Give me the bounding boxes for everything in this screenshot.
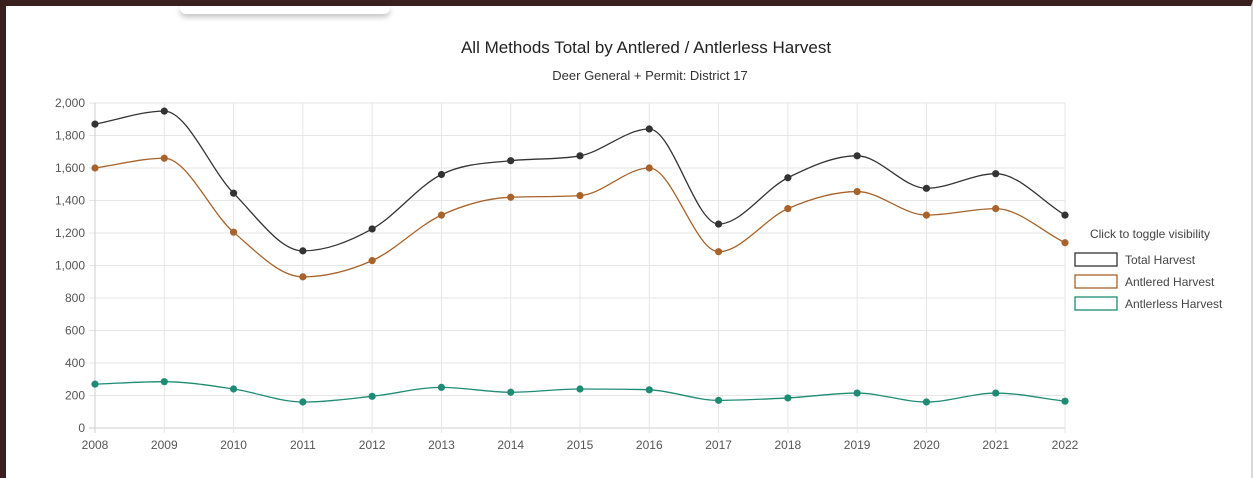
x-tick-label: 2009 [151, 438, 178, 452]
antlered-harvest-point [992, 205, 1000, 213]
antlered-harvest-point [714, 248, 723, 256]
legend-label: Total Harvest [1125, 253, 1196, 267]
x-tick-label: 2014 [497, 438, 524, 452]
antlerless-harvest-point [299, 398, 307, 406]
legend-swatch [1074, 252, 1118, 267]
antlered-harvest-point [922, 211, 931, 219]
total-harvest-point [229, 189, 238, 197]
legend-swatch [1074, 274, 1118, 289]
antlered-harvest-point [437, 211, 446, 219]
y-tick-label: 600 [65, 324, 85, 338]
antlerless-harvest-point [507, 388, 515, 396]
antlered-harvest-point [576, 192, 584, 200]
antlerless-harvest-point [992, 389, 1000, 397]
x-tick-label: 2016 [636, 438, 663, 452]
total-harvest-point [922, 184, 931, 192]
x-tick-label: 2012 [359, 438, 386, 452]
antlerless-harvest-point [437, 383, 446, 391]
antlered-harvest-point [299, 273, 307, 281]
total-harvest-point [1061, 211, 1069, 219]
total-harvest-point [160, 107, 168, 115]
y-tick-label: 1,000 [55, 259, 85, 273]
antlered-harvest-point [853, 187, 861, 196]
antlerless-harvest-point [229, 385, 238, 393]
x-axis-ticks: 2008 2009 2010 2011 2012 2013 2014 2015 2016 2017… [82, 438, 1079, 452]
antlered-harvest-point [784, 205, 792, 213]
x-tick-label: 2015 [567, 438, 594, 452]
y-tick-label: 1,600 [55, 161, 85, 175]
y-axis-ticks: 0 200 400 600 800 1,000 1,200 1,400 1,600 1,800 2,… [55, 96, 85, 435]
antlerless-harvest-point [853, 389, 861, 397]
legend-item-total-harvest[interactable]: Total Harvest [1074, 252, 1196, 267]
total-harvest-point [368, 225, 376, 233]
x-tick-label: 2011 [290, 438, 316, 452]
antlerless-harvest-point [91, 380, 99, 388]
y-tick-label: 1,800 [55, 129, 85, 143]
x-tick-label: 2021 [982, 438, 1009, 452]
legend-title: Click to toggle visibility [1090, 227, 1210, 241]
x-tick-label: 2020 [913, 438, 940, 452]
legend-swatch [1074, 296, 1118, 311]
x-tick-label: 2008 [82, 438, 109, 452]
total-harvest-point [299, 247, 307, 255]
total-harvest-point [853, 152, 861, 160]
y-tick-label: 200 [65, 389, 85, 403]
total-harvest-point [645, 125, 653, 133]
total-harvest-point [992, 170, 1000, 178]
antlered-harvest-point [645, 164, 653, 172]
y-tick-label: 0 [78, 421, 85, 435]
x-tick-label: 2022 [1052, 438, 1079, 452]
antlerless-harvest-point [714, 396, 723, 404]
antlerless-harvest-point [645, 386, 653, 394]
y-tick-label: 400 [65, 356, 85, 370]
antlerless-harvest-point [784, 394, 792, 402]
total-harvest-point [507, 157, 515, 165]
antlerless-harvest-point [368, 392, 376, 400]
antlerless-harvest-point [922, 398, 931, 406]
antlered-harvest-point [368, 257, 376, 265]
antlerless-harvest-point [160, 378, 168, 386]
legend-label: Antlered Harvest [1125, 275, 1215, 289]
total-harvest-point [784, 174, 792, 182]
series-points [91, 107, 1069, 406]
top-tab-shadow [180, 6, 390, 14]
chart-subtitle: Deer General + Permit: District 17 [552, 68, 747, 83]
total-harvest-line [94, 110, 1066, 252]
y-tick-label: 800 [65, 291, 85, 305]
antlered-harvest-point [160, 154, 168, 162]
chart-title: All Methods Total by Antlered / Antlerle… [461, 38, 831, 57]
y-tick-label: 2,000 [55, 96, 85, 110]
x-tick-label: 2019 [844, 438, 871, 452]
antlerless-harvest-point [1061, 397, 1069, 405]
total-harvest-point [576, 152, 584, 160]
y-tick-label: 1,200 [55, 226, 85, 240]
antlered-harvest-point [229, 228, 238, 236]
antlerless-harvest-point [576, 385, 584, 393]
antlered-harvest-point [507, 193, 515, 201]
x-tick-label: 2017 [705, 438, 732, 452]
legend-label: Antlerless Harvest [1125, 297, 1223, 311]
antlered-harvest-point [1061, 239, 1069, 247]
legend: Total Harvest Antlered Harvest Antlerless … [1074, 252, 1223, 311]
x-tick-label: 2018 [775, 438, 802, 452]
total-harvest-point [437, 170, 446, 179]
grid-lines [89, 102, 1066, 433]
x-tick-label: 2013 [428, 438, 455, 452]
total-harvest-point [91, 120, 99, 128]
legend-item-antlerless-harvest[interactable]: Antlerless Harvest [1074, 296, 1223, 311]
total-harvest-point [714, 220, 723, 228]
y-tick-label: 1,400 [55, 194, 85, 208]
x-tick-label: 2010 [220, 438, 247, 452]
antlered-harvest-point [91, 164, 99, 172]
legend-item-antlered-harvest[interactable]: Antlered Harvest [1074, 274, 1215, 289]
